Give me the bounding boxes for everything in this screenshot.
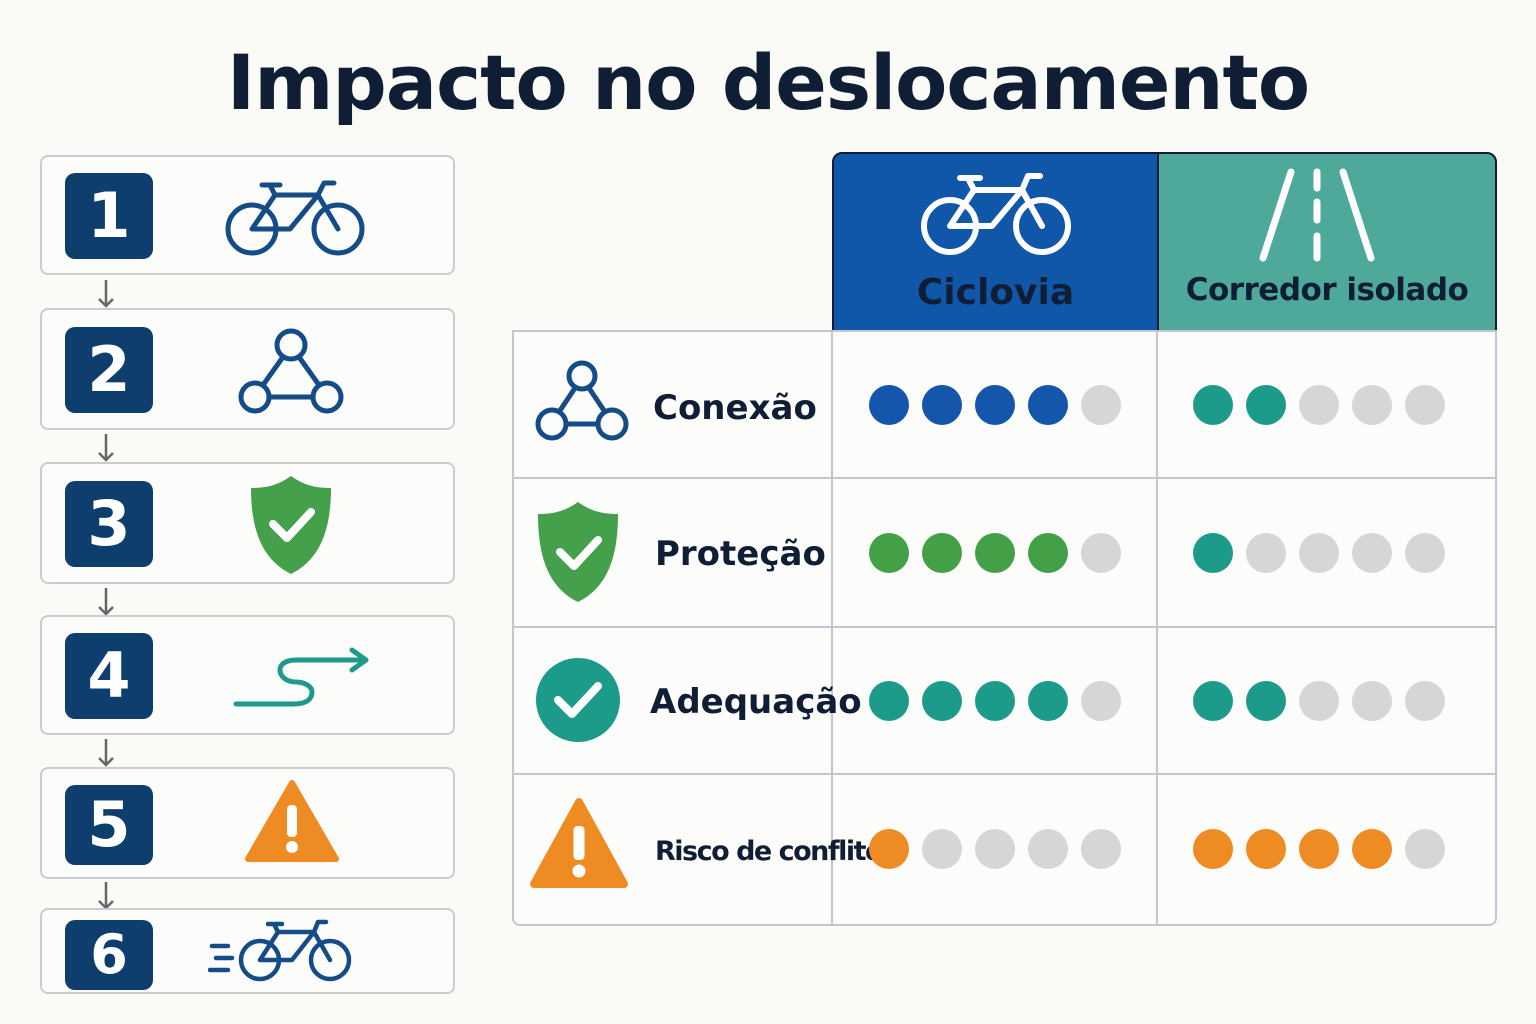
row-label: Adequação bbox=[650, 682, 862, 722]
warning-icon bbox=[530, 798, 628, 888]
network-icon bbox=[238, 328, 344, 414]
rating-dot bbox=[1352, 385, 1392, 425]
rating-dot bbox=[1028, 533, 1068, 573]
road-icon bbox=[1259, 168, 1375, 262]
step-3: 3 bbox=[40, 462, 455, 584]
column-label: Corredor isolado bbox=[1185, 272, 1469, 308]
rating-dot bbox=[1028, 385, 1068, 425]
warning-icon bbox=[245, 780, 339, 862]
rating-dot bbox=[1028, 829, 1068, 869]
network-icon bbox=[535, 360, 629, 441]
row-label: Conexão bbox=[653, 388, 817, 428]
route-arrow-icon bbox=[233, 647, 369, 707]
rating-dot bbox=[1405, 385, 1445, 425]
bicycle-icon bbox=[225, 180, 365, 256]
step-number: 3 bbox=[65, 481, 153, 567]
rating-dot bbox=[975, 533, 1015, 573]
rating-dot bbox=[1028, 681, 1068, 721]
rating-dot bbox=[975, 385, 1015, 425]
step-6: 6 bbox=[40, 908, 455, 994]
rating-dot bbox=[869, 385, 909, 425]
divider bbox=[831, 330, 833, 926]
column-header-ciclovia: Ciclovia bbox=[832, 152, 1159, 332]
divider bbox=[1156, 330, 1158, 926]
rating-dot bbox=[1193, 681, 1233, 721]
step-2: 2 bbox=[40, 308, 455, 430]
rating-dot bbox=[1081, 829, 1121, 869]
rating-dot bbox=[1246, 533, 1286, 573]
rating-dot bbox=[975, 829, 1015, 869]
shield-check-icon bbox=[538, 502, 618, 602]
rating-dot bbox=[1352, 829, 1392, 869]
bicycle-icon bbox=[921, 173, 1071, 255]
rating-dot bbox=[1299, 385, 1339, 425]
rating-dot bbox=[1193, 829, 1233, 869]
rating-dot bbox=[1246, 829, 1286, 869]
rating-dot bbox=[869, 681, 909, 721]
column-label: Ciclovia bbox=[916, 272, 1075, 313]
rating-dot bbox=[922, 829, 962, 869]
comparison-table bbox=[512, 330, 1497, 926]
divider bbox=[512, 626, 1497, 628]
step-number: 1 bbox=[65, 173, 153, 259]
rating-dot bbox=[1352, 681, 1392, 721]
rating-dot bbox=[1352, 533, 1392, 573]
arrow-down-icon bbox=[98, 739, 114, 767]
page-title: Impacto no deslocamento bbox=[226, 38, 1310, 127]
rating-dot bbox=[1405, 829, 1445, 869]
rating-dot bbox=[1405, 681, 1445, 721]
rating-dot bbox=[922, 681, 962, 721]
rating-dot bbox=[922, 533, 962, 573]
column-header-corredor: Corredor isolado bbox=[1157, 152, 1497, 332]
divider bbox=[512, 773, 1497, 775]
row-label: Proteção bbox=[655, 534, 826, 574]
rating-dot bbox=[975, 681, 1015, 721]
rating-dot bbox=[869, 533, 909, 573]
rating-dot bbox=[1299, 829, 1339, 869]
shield-check-icon bbox=[251, 476, 331, 574]
arrow-down-icon bbox=[98, 434, 114, 462]
arrow-down-icon bbox=[98, 588, 114, 616]
rating-dot bbox=[869, 829, 909, 869]
rating-dot bbox=[1081, 681, 1121, 721]
fast-bicycle-icon bbox=[208, 919, 352, 982]
step-4: 4 bbox=[40, 615, 455, 735]
rating-dot bbox=[1081, 385, 1121, 425]
step-number: 6 bbox=[65, 920, 153, 990]
rating-dot bbox=[1299, 681, 1339, 721]
row-label: Risco de conflito bbox=[655, 836, 884, 867]
rating-dot bbox=[1193, 533, 1233, 573]
rating-dot bbox=[1193, 385, 1233, 425]
step-number: 4 bbox=[65, 633, 153, 719]
step-number: 5 bbox=[65, 785, 153, 865]
rating-dot bbox=[1081, 533, 1121, 573]
step-number: 2 bbox=[65, 327, 153, 413]
rating-dot bbox=[1405, 533, 1445, 573]
rating-dot bbox=[1299, 533, 1339, 573]
rating-dot bbox=[1246, 681, 1286, 721]
arrow-down-icon bbox=[98, 280, 114, 308]
divider bbox=[512, 477, 1497, 479]
rating-dot bbox=[1246, 385, 1286, 425]
check-circle-icon bbox=[536, 658, 620, 742]
step-1: 1 bbox=[40, 155, 455, 275]
step-5: 5 bbox=[40, 767, 455, 879]
rating-dot bbox=[922, 385, 962, 425]
